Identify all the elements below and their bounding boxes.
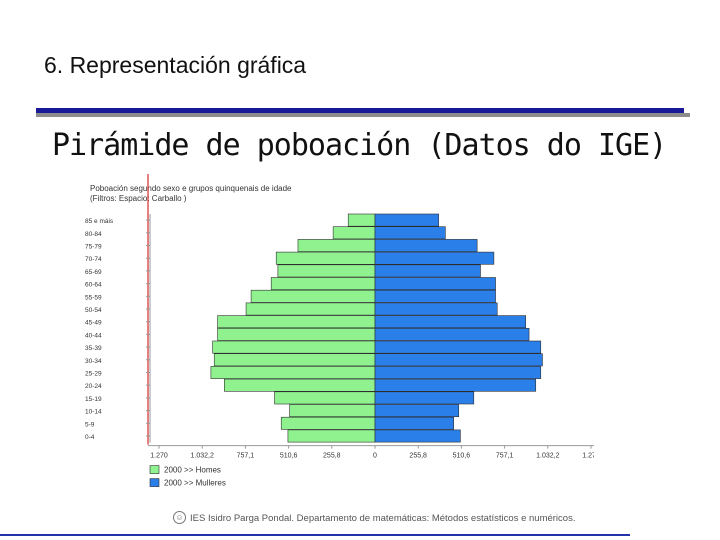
- chart-title: Poboación segundo sexo e grupos quinquen…: [90, 184, 292, 204]
- bar-homes: [270, 277, 376, 290]
- bar-homes: [287, 429, 376, 443]
- bar-homes: [217, 315, 376, 329]
- y-tick-label: 60-64: [85, 282, 102, 289]
- bar-homes: [213, 353, 376, 367]
- y-tick-label: 35-39: [85, 345, 102, 352]
- y-tick-label: 50-54: [85, 307, 102, 314]
- x-tick-label: 255,8: [323, 453, 341, 460]
- x-tick-label: 1.270: [150, 453, 168, 460]
- y-tick-label: 40-44: [85, 332, 102, 339]
- legend-label-mulleres: 2000 >> Mulleres: [164, 479, 226, 488]
- title-rule-blue: [36, 108, 684, 113]
- x-tick-label: 510,6: [280, 453, 298, 460]
- bar-homes: [217, 328, 376, 341]
- y-tick-label: 70-74: [85, 256, 102, 263]
- bar-homes: [210, 366, 376, 379]
- bar-mulleres: [374, 289, 496, 303]
- bar-mulleres: [374, 239, 478, 252]
- legend-swatch-mulleres: [149, 478, 160, 487]
- bar-mulleres: [374, 391, 475, 405]
- y-tick-label: 45-49: [85, 320, 102, 327]
- x-tick-label: 255,8: [409, 453, 427, 460]
- y-tick-label: 25-29: [85, 371, 102, 378]
- bar-mulleres: [374, 213, 439, 227]
- x-tick-label: 757,1: [496, 453, 514, 460]
- bar-mulleres: [374, 416, 454, 430]
- bar-homes: [332, 226, 376, 240]
- population-pyramid-chart: 85 e máis 80-84 75-79 70-74 65-69 60-64 55-59 5…: [85, 174, 594, 488]
- legend-label-homes: 2000 >> Homes: [164, 466, 221, 475]
- bar-homes: [277, 264, 376, 278]
- bar-mulleres: [374, 404, 460, 417]
- chart-title-line-2: (Filtros: Espacio: Carballo ): [90, 194, 187, 203]
- chart-title-line-1: Poboación segundo sexo e grupos quinquen…: [90, 184, 292, 193]
- footer-text: IES Isidro Parga Pondal. Departamento de…: [190, 513, 576, 524]
- bar-homes: [245, 302, 376, 316]
- chart-panel: Poboación segundo sexo e grupos quinquen…: [82, 174, 594, 504]
- x-tick-label: 757,1: [237, 453, 255, 460]
- bar-mulleres: [374, 353, 543, 367]
- y-tick-label: 80-84: [85, 231, 102, 238]
- bar-mulleres: [374, 340, 542, 354]
- footer-logo-icon: ☺: [173, 511, 186, 524]
- bar-mulleres: [374, 429, 461, 443]
- bar-homes: [347, 213, 376, 227]
- x-tick-label: 1.032,2: [191, 453, 214, 460]
- x-tick-label: 510,6: [453, 453, 471, 460]
- y-tick-label: 10-14: [85, 409, 102, 416]
- bar-mulleres: [374, 226, 446, 240]
- y-tick-label: 65-69: [85, 269, 102, 276]
- bar-homes: [212, 340, 376, 354]
- bar-mulleres: [374, 378, 537, 392]
- bar-mulleres: [374, 302, 498, 316]
- y-tick-label: 75-79: [85, 244, 102, 251]
- bar-homes: [250, 289, 376, 303]
- y-tick-label: 20-24: [85, 383, 102, 390]
- y-tick-label: 55-59: [85, 294, 102, 301]
- y-tick-label: 85 e máis: [85, 218, 114, 225]
- bar-homes: [289, 404, 376, 417]
- bar-homes: [275, 251, 376, 265]
- bar-homes: [297, 239, 376, 252]
- bar-mulleres: [374, 315, 526, 329]
- bar-homes: [280, 416, 376, 430]
- bar-mulleres: [374, 366, 542, 379]
- legend-swatch-homes: [149, 465, 160, 474]
- bar-mulleres: [374, 251, 495, 265]
- section-title: 6. Representación gráfica: [44, 52, 307, 78]
- title-rule-gray: [36, 113, 690, 117]
- y-tick-label: 5-9: [85, 421, 95, 428]
- y-tick-label: 0-4: [85, 434, 95, 441]
- slide-title: Pirámide de poboación (Datos do IGE): [52, 128, 667, 163]
- bar-mulleres: [374, 328, 530, 341]
- bar-mulleres: [374, 264, 481, 278]
- x-tick-label: 1.270: [582, 453, 594, 460]
- y-tick-label: 30-34: [85, 358, 102, 365]
- x-tick-label: 1.032,2: [536, 453, 559, 460]
- bar-homes: [274, 391, 376, 405]
- x-tick-label: 0: [373, 453, 377, 460]
- bar-mulleres: [374, 277, 496, 290]
- bar-homes: [224, 378, 376, 392]
- bottom-rule: [0, 534, 630, 536]
- y-tick-label: 15-19: [85, 396, 102, 403]
